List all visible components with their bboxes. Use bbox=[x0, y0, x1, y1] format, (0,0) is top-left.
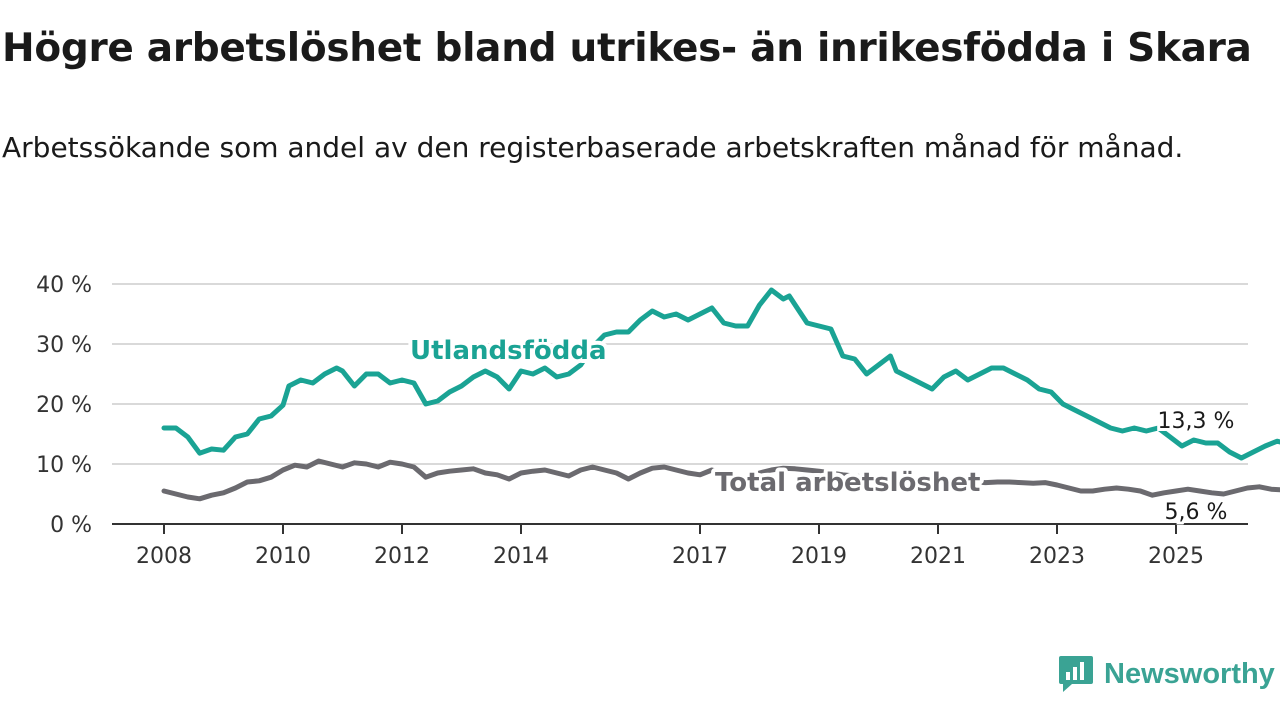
x-tick-label: 2017 bbox=[672, 544, 728, 569]
series-line-utlandsfodda bbox=[161, 287, 1280, 461]
x-tick-label: 2021 bbox=[910, 544, 966, 569]
x-tick-label: 2025 bbox=[1148, 544, 1204, 569]
x-tick-label: 2010 bbox=[255, 544, 311, 569]
series-label-utlandsfodda: Utlandsfödda bbox=[410, 336, 607, 366]
y-tick-label: 10 % bbox=[36, 453, 92, 478]
y-tick-label: 40 % bbox=[36, 273, 92, 298]
x-tick-label: 2012 bbox=[374, 544, 430, 569]
y-tick-label: 20 % bbox=[36, 393, 92, 418]
gridlines bbox=[112, 283, 1248, 465]
x-tick-label: 2008 bbox=[136, 544, 192, 569]
newsworthy-logo-icon bbox=[1059, 656, 1093, 692]
x-tick-label: 2019 bbox=[791, 544, 847, 569]
end-value-label-utlandsfodda: 13,3 % bbox=[1158, 409, 1235, 434]
x-tick-label: 2014 bbox=[493, 544, 549, 569]
chart-subtitle: Arbetssökande som andel av den registerb… bbox=[2, 131, 1184, 164]
line-chart: 0 % 10 % 20 % 30 % 40 % 2008 2010 2012 2014 2017… bbox=[36, 273, 1280, 569]
series-label-total-arbetsloshet: Total arbetslöshet bbox=[715, 468, 980, 498]
y-tick-label: 30 % bbox=[36, 333, 92, 358]
x-tick-label: 2023 bbox=[1029, 544, 1085, 569]
series-labels: Utlandsfödda Total arbetslöshet 13,3 % 5,6 … bbox=[406, 332, 1237, 528]
y-axis-ticks: 0 % 10 % 20 % 30 % 40 % bbox=[36, 273, 92, 538]
x-axis-ticks: 2008 2010 2012 2014 2017 2019 2021 2023 2025 bbox=[136, 524, 1204, 569]
newsworthy-brand: Newsworthy bbox=[1058, 654, 1275, 694]
end-value-label-total-arbetsloshet: 5,6 % bbox=[1165, 500, 1228, 525]
series-line-total-arbetsloshet bbox=[161, 458, 1280, 502]
y-tick-label: 0 % bbox=[50, 513, 92, 538]
chart-title: Högre arbetslöshet bland utrikes- än inr… bbox=[2, 26, 1252, 71]
series-lines bbox=[161, 287, 1280, 502]
brand-name: Newsworthy bbox=[1104, 657, 1275, 690]
